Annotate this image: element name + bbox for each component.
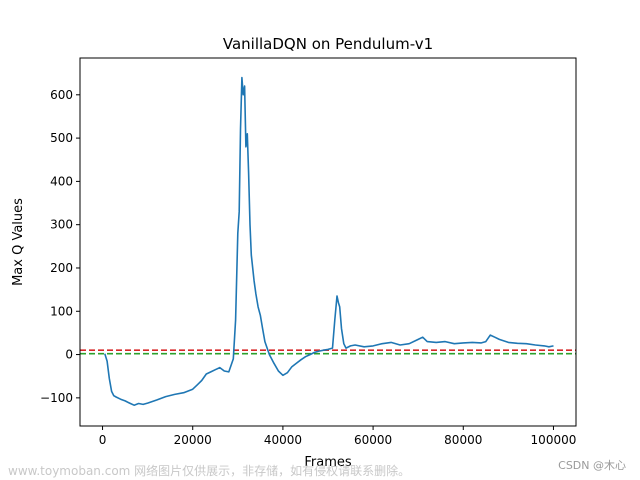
- watermark-left: www.toymoban.com 网络图片仅供展示，非存储，如有侵权请联系删除。: [8, 464, 411, 478]
- y-tick-label: 200: [50, 261, 73, 275]
- x-axis-ticks: 0 20000 40000 60000 80000 100000: [99, 426, 577, 447]
- y-tick-label: 600: [50, 88, 73, 102]
- x-tick-label: 60000: [354, 433, 392, 447]
- plot-frame: [79, 57, 577, 427]
- chart-title: VanillaDQN on Pendulum-v1: [223, 35, 433, 53]
- y-axis-ticks: −100 0 100 200 300 400 500 600: [40, 88, 80, 405]
- y-tick-label: 300: [50, 218, 73, 232]
- x-tick-label: 20000: [174, 433, 212, 447]
- y-axis-label: Max Q Values: [11, 198, 26, 286]
- series-layer: [104, 76, 554, 407]
- y-tick-label: 500: [50, 131, 73, 145]
- watermark-right: CSDN @木心: [558, 459, 626, 472]
- y-tick-label: 400: [50, 174, 73, 188]
- series-line-0: [104, 76, 554, 407]
- y-tick-label: 100: [50, 304, 73, 318]
- x-axis-label: Frames: [304, 455, 352, 470]
- x-tick-label: 100000: [531, 433, 577, 447]
- plot-area: [80, 58, 576, 426]
- x-tick-label: 80000: [444, 433, 482, 447]
- y-tick-label: 0: [65, 348, 73, 362]
- x-tick-label: 40000: [264, 433, 302, 447]
- reference-lines: [80, 349, 576, 355]
- x-tick-label: 0: [99, 433, 107, 447]
- y-tick-label: −100: [40, 391, 73, 405]
